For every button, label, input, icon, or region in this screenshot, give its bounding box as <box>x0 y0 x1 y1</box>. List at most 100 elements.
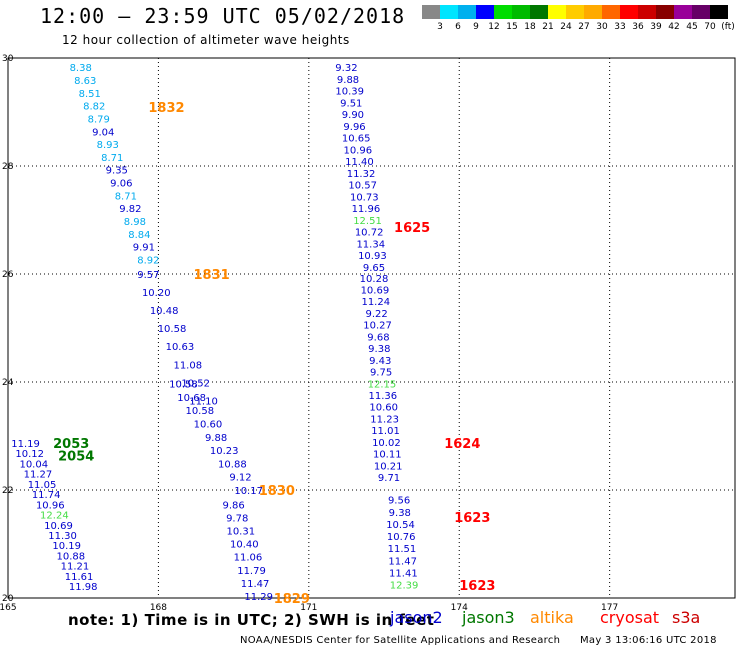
data-label: 10.73 <box>350 192 379 203</box>
data-label: 10.63 <box>166 342 195 353</box>
data-label: 9.88 <box>337 75 359 86</box>
data-label: 10.02 <box>372 438 401 449</box>
color-scale-label: 6 <box>455 22 461 32</box>
data-label: 10.96 <box>36 500 65 511</box>
x-tick-label: 177 <box>601 603 618 613</box>
data-label: 10.52 <box>181 378 210 389</box>
data-label: 8.71 <box>115 191 137 202</box>
data-label: 9.88 <box>205 433 227 444</box>
data-label: 9.38 <box>389 508 411 519</box>
data-label: 9.90 <box>342 110 364 121</box>
data-label: 11.24 <box>361 297 390 308</box>
data-label: 8.98 <box>124 217 146 228</box>
data-label: 9.56 <box>388 496 410 507</box>
data-label: 8.71 <box>101 153 123 164</box>
data-label: 9.75 <box>370 368 392 379</box>
data-label: 10.68 <box>177 393 206 404</box>
color-scale-swatch <box>710 5 728 19</box>
plot-frame <box>7 57 736 599</box>
data-label: 11.41 <box>389 568 418 579</box>
data-label: 10.54 <box>386 520 415 531</box>
color-scale-swatch <box>620 5 638 19</box>
data-label: 11.10 <box>189 396 218 407</box>
data-label: 11.47 <box>388 556 417 567</box>
data-label: 10.40 <box>230 540 259 551</box>
color-scale-label: 30 <box>596 22 608 32</box>
data-label: 11.29 <box>244 592 273 603</box>
data-label: 10.58 <box>158 324 187 335</box>
pass-time-label: 2053 <box>53 437 89 452</box>
data-label: 10.31 <box>226 527 255 538</box>
color-scale-swatch <box>656 5 674 19</box>
data-label: 10.93 <box>358 251 387 262</box>
data-label: 8.51 <box>79 89 101 100</box>
data-label: 9.12 <box>229 473 251 484</box>
data-label: 9.96 <box>343 122 365 133</box>
data-label: 10.17 <box>234 486 263 497</box>
x-tick-label: 171 <box>300 603 317 613</box>
color-scale-label: (ft) <box>721 22 735 32</box>
data-label: 8.38 <box>70 63 92 74</box>
data-label: 10.69 <box>361 286 390 297</box>
data-label: 10.60 <box>369 403 398 414</box>
data-label: 11.51 <box>388 544 417 555</box>
data-label: 9.78 <box>226 514 248 525</box>
data-label: 11.34 <box>356 239 385 250</box>
y-tick-label: 22 <box>2 486 13 496</box>
satellite-legend-cryosat: cryosat <box>600 608 660 627</box>
data-label: 10.28 <box>360 274 389 285</box>
color-scale-label: 70 <box>704 22 716 32</box>
data-label: 10.58 <box>185 406 214 417</box>
data-label: 9.35 <box>106 166 128 177</box>
data-label: 9.68 <box>367 332 389 343</box>
data-label: 10.88 <box>57 551 86 562</box>
pass-time-label: 1831 <box>194 268 230 283</box>
pass-time-label: 2054 <box>58 449 94 464</box>
color-scale-swatch <box>440 5 458 19</box>
color-scale-swatch <box>422 5 440 19</box>
pass-time-label: 1623 <box>454 511 490 526</box>
satellite-legend-altika: altika <box>530 608 574 627</box>
pass-time-label: 1623 <box>459 579 495 594</box>
data-label: 11.98 <box>69 582 98 593</box>
data-label: 11.47 <box>241 579 270 590</box>
color-scale-swatch <box>584 5 602 19</box>
data-label: 10.76 <box>387 532 416 543</box>
pass-time-label: 1624 <box>444 437 480 452</box>
data-label: 9.38 <box>368 344 390 355</box>
data-label: 8.79 <box>88 114 110 125</box>
color-scale-swatch <box>458 5 476 19</box>
data-label: 10.21 <box>374 461 403 472</box>
y-tick-label: 26 <box>2 270 14 280</box>
data-label: 11.79 <box>237 566 266 577</box>
color-scale-swatch <box>476 5 494 19</box>
data-label: 10.60 <box>194 420 223 431</box>
color-scale-swatch <box>512 5 530 19</box>
data-label: 10.96 <box>343 145 372 156</box>
color-scale-label: 9 <box>473 22 479 32</box>
chart-title: 12:00 — 23:59 UTC 05/02/2018 <box>40 4 406 28</box>
y-tick-label: 30 <box>2 54 14 64</box>
data-label: 11.08 <box>173 360 202 371</box>
satellite-legend-jason2: jason2 <box>390 608 443 627</box>
color-scale-swatch <box>602 5 620 19</box>
color-scale-label: 27 <box>578 22 590 32</box>
data-label: 11.32 <box>347 169 376 180</box>
credit-text: NOAA/NESDIS Center for Satellite Applica… <box>240 635 561 646</box>
chart-subtitle: 12 hour collection of altimeter wave hei… <box>62 33 350 47</box>
data-label: 10.20 <box>142 288 171 299</box>
y-tick-label: 28 <box>2 162 14 172</box>
pass-time-label: 1829 <box>274 592 310 607</box>
data-label: 11.27 <box>24 470 53 481</box>
data-label: 11.21 <box>61 562 90 573</box>
data-label: 11.30 <box>48 531 77 542</box>
data-label: 12.51 <box>353 216 382 227</box>
color-scale-label: 36 <box>632 22 644 32</box>
data-label: 11.36 <box>369 391 398 402</box>
data-label: 12.24 <box>40 511 69 522</box>
y-tick-label: 24 <box>2 378 14 388</box>
data-label: 9.06 <box>110 179 132 190</box>
data-label: 12.15 <box>368 379 397 390</box>
color-scale-label: 21 <box>542 22 554 32</box>
